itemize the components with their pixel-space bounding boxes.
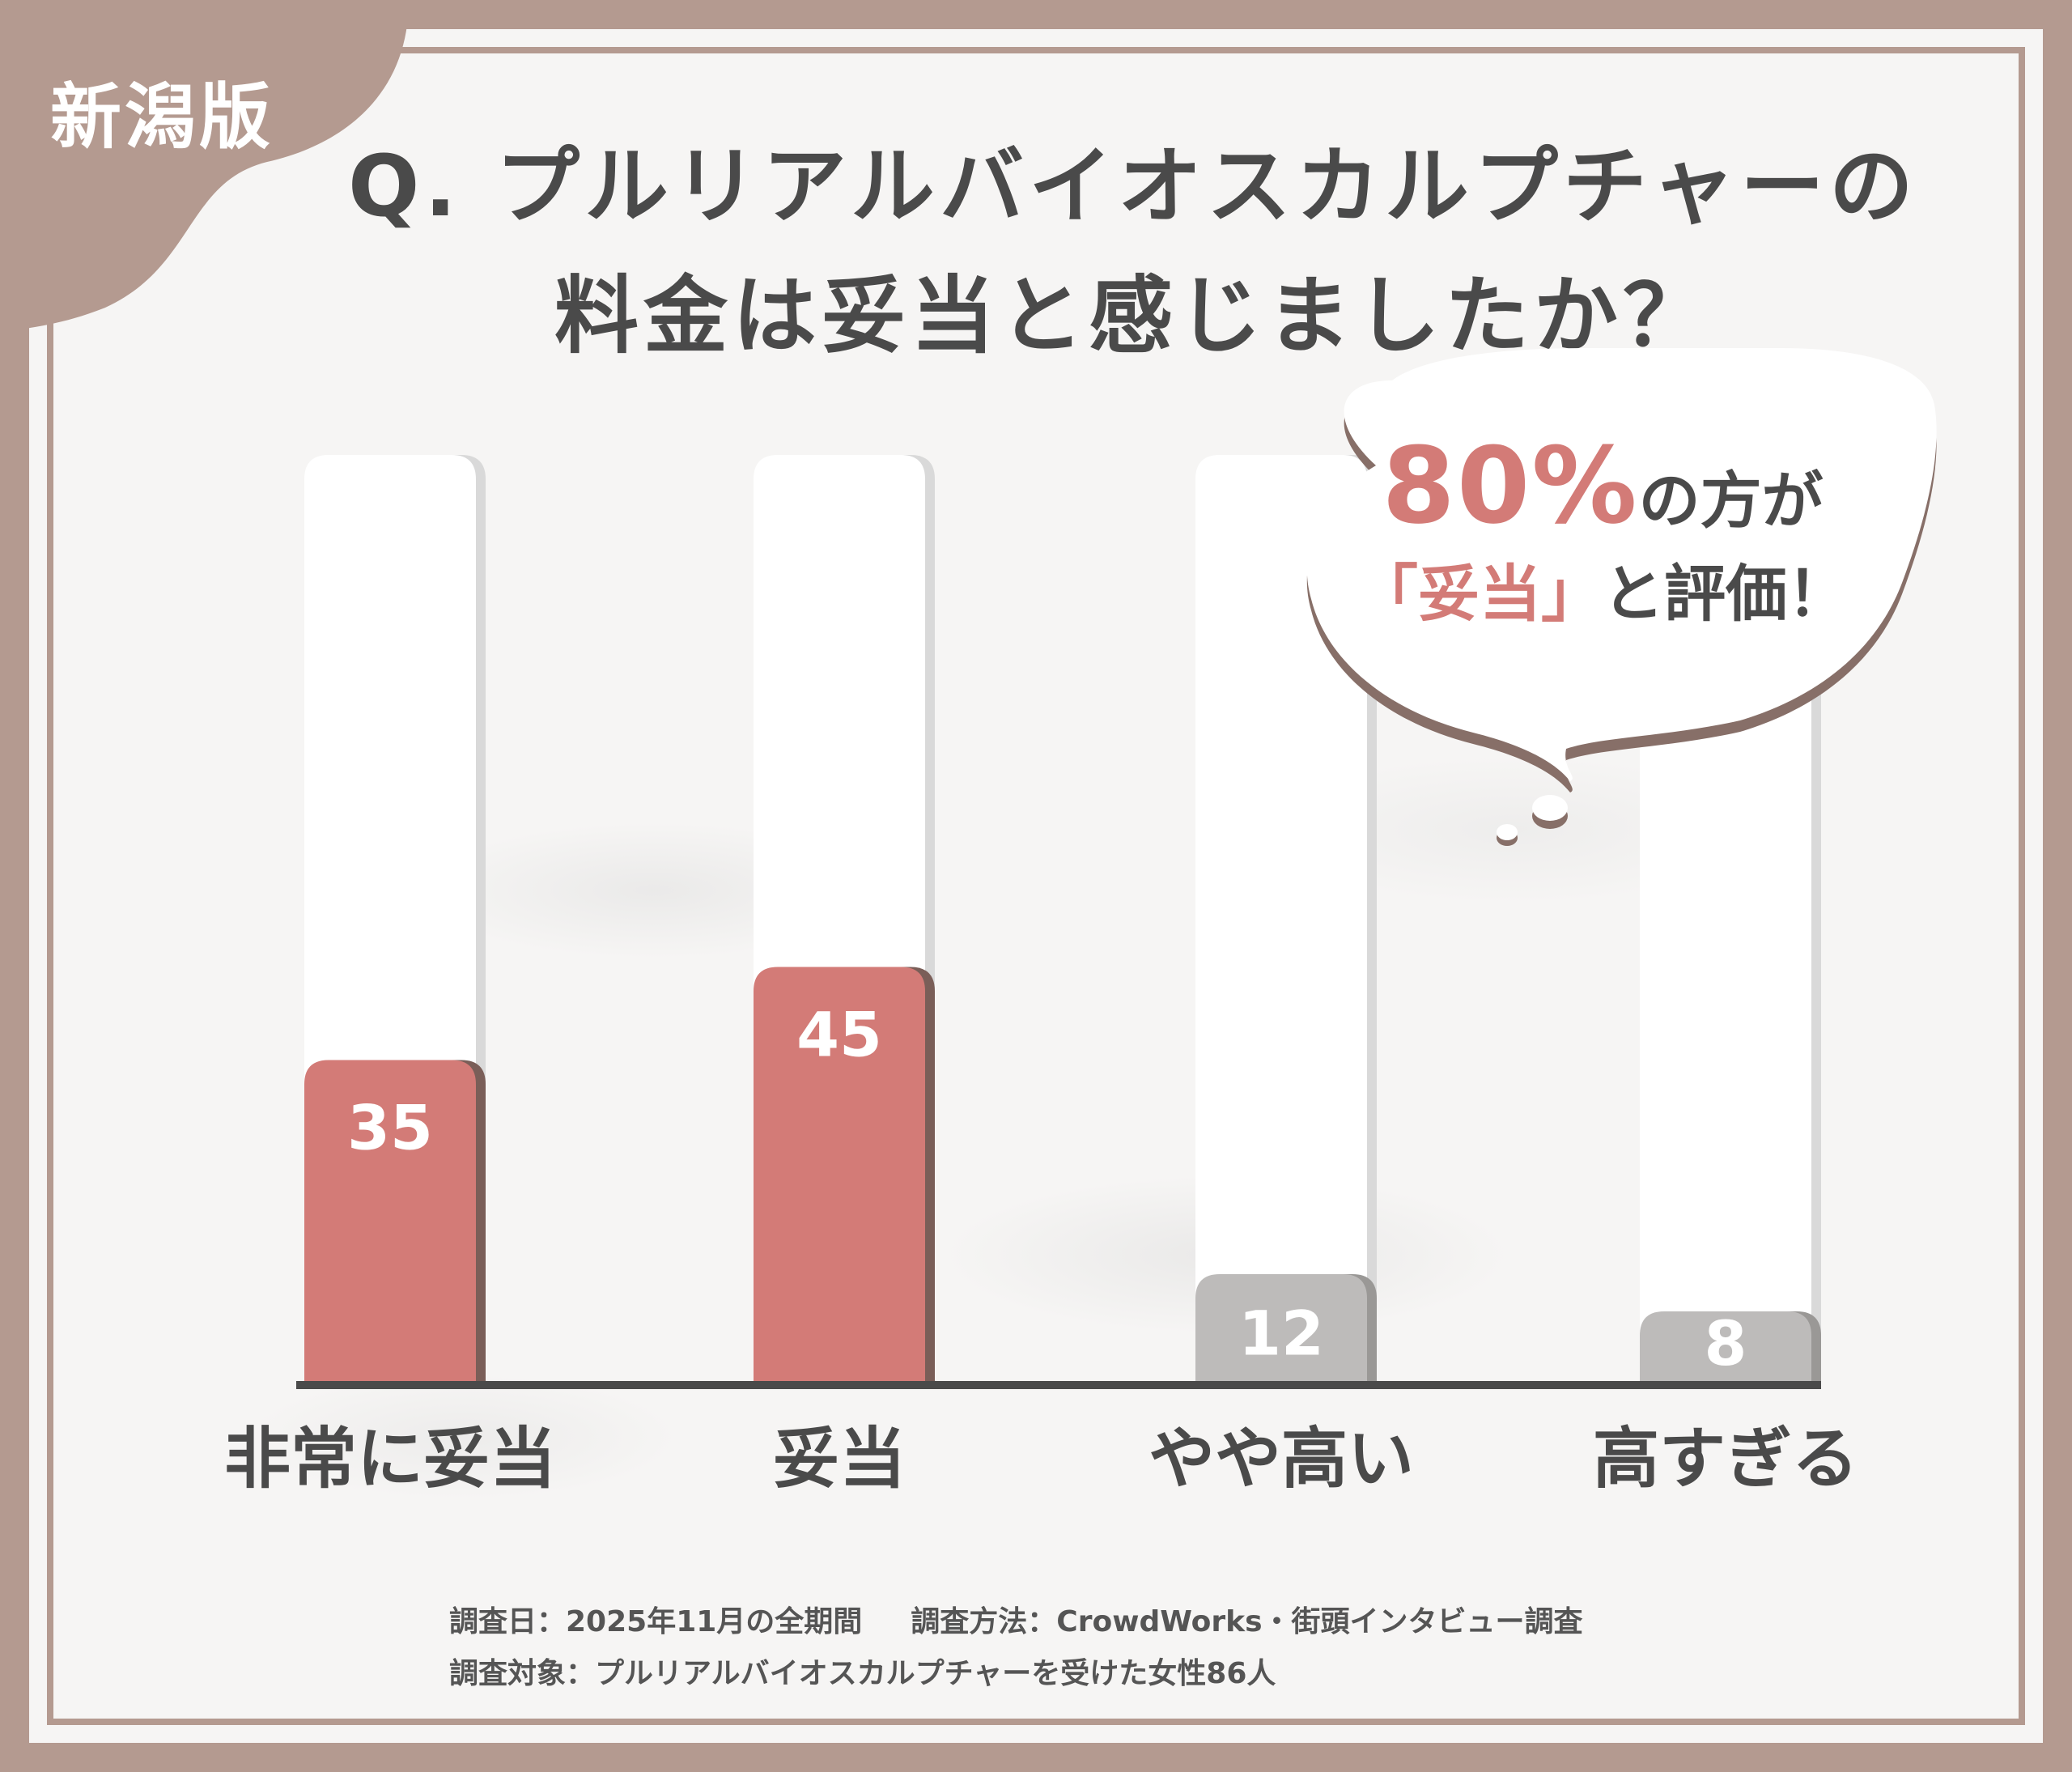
inner-frame-border (47, 47, 2025, 1725)
footnote-line1: 調査日：2025年11月の全期間 調査方法：CrowdWorks・街頭インタビュー… (449, 1596, 1583, 1648)
survey-footnote: 調査日：2025年11月の全期間 調査方法：CrowdWorks・街頭インタビュー… (449, 1596, 1583, 1700)
category-label: やや高い (1149, 1421, 1414, 1498)
category-label: 妥当 (773, 1421, 906, 1498)
callout-text: 80%の方が 「妥当」と評価！ (1299, 433, 1906, 643)
bar (754, 967, 925, 1386)
footnote-method: 調査方法：CrowdWorks・街頭インタビュー調査 (911, 1605, 1583, 1638)
callout-highlight: 妥当 (1418, 558, 1541, 630)
callout-percent: 80% (1382, 424, 1639, 547)
category-label: 非常に妥当 (224, 1421, 556, 1498)
bar-value-label: 12 (1238, 1297, 1324, 1369)
bar-value-label: 8 (1705, 1307, 1747, 1379)
callout-line1: 80%の方が (1299, 433, 1906, 546)
callout-line1-rest: の方が (1638, 465, 1824, 537)
bar-track (1195, 455, 1367, 1386)
bar (1195, 1274, 1367, 1386)
bar (1640, 1311, 1811, 1386)
x-axis-baseline (296, 1381, 1821, 1389)
category-label: 高すぎる (1593, 1421, 1858, 1498)
region-badge-label: 新潟版 (50, 75, 274, 159)
corner-badge-shape (0, 0, 409, 332)
bar-value-label: 45 (796, 999, 882, 1071)
callout-close-bracket: 」 (1541, 558, 1603, 630)
callout-line2: 「妥当」と評価！ (1299, 546, 1906, 643)
question-title: Q. プルリアルバイオスカルプチャーの 料金は妥当と感じましたか？ (243, 121, 2023, 380)
bar-value-label: 35 (347, 1092, 433, 1164)
callout-line2-rest: と評価！ (1603, 558, 1849, 630)
bar (304, 1060, 476, 1386)
footnote-date: 調査日：2025年11月の全期間 (449, 1605, 863, 1638)
callout-open-bracket: 「 (1357, 558, 1418, 630)
footnote-subject: 調査対象：プルリアルバイオスカルプチャーを受けた女性86人 (449, 1657, 1276, 1690)
question-title-line2: 料金は妥当と感じましたか？ (554, 266, 1712, 365)
question-title-line1: Q. プルリアルバイオスカルプチャーの (347, 137, 1919, 236)
